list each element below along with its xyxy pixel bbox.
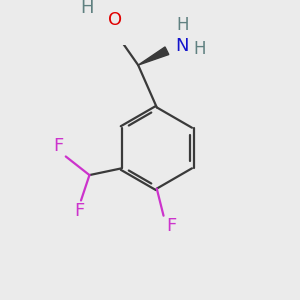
Text: H: H (81, 0, 94, 17)
Text: F: F (53, 137, 63, 155)
Text: O: O (108, 11, 122, 29)
Text: F: F (74, 202, 84, 220)
Text: F: F (166, 218, 176, 236)
Polygon shape (138, 47, 169, 65)
Text: H: H (193, 40, 206, 58)
Text: H: H (176, 16, 188, 34)
Text: N: N (176, 38, 189, 56)
